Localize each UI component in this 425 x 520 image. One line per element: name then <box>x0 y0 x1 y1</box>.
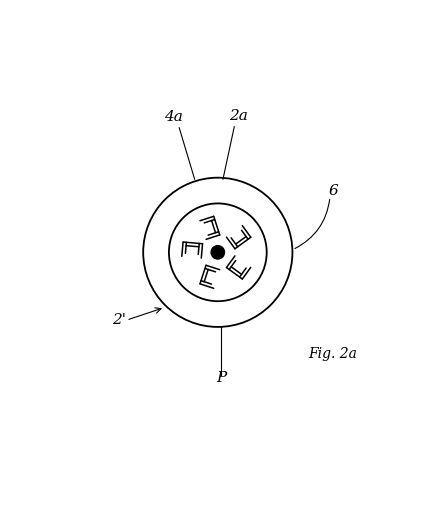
Circle shape <box>211 245 224 259</box>
Text: 4a: 4a <box>164 110 183 124</box>
Text: Fig. 2a: Fig. 2a <box>308 347 357 361</box>
Text: 2': 2' <box>112 314 126 328</box>
Text: 6: 6 <box>329 184 338 198</box>
Text: P: P <box>216 371 226 385</box>
Text: 2a: 2a <box>229 109 248 123</box>
